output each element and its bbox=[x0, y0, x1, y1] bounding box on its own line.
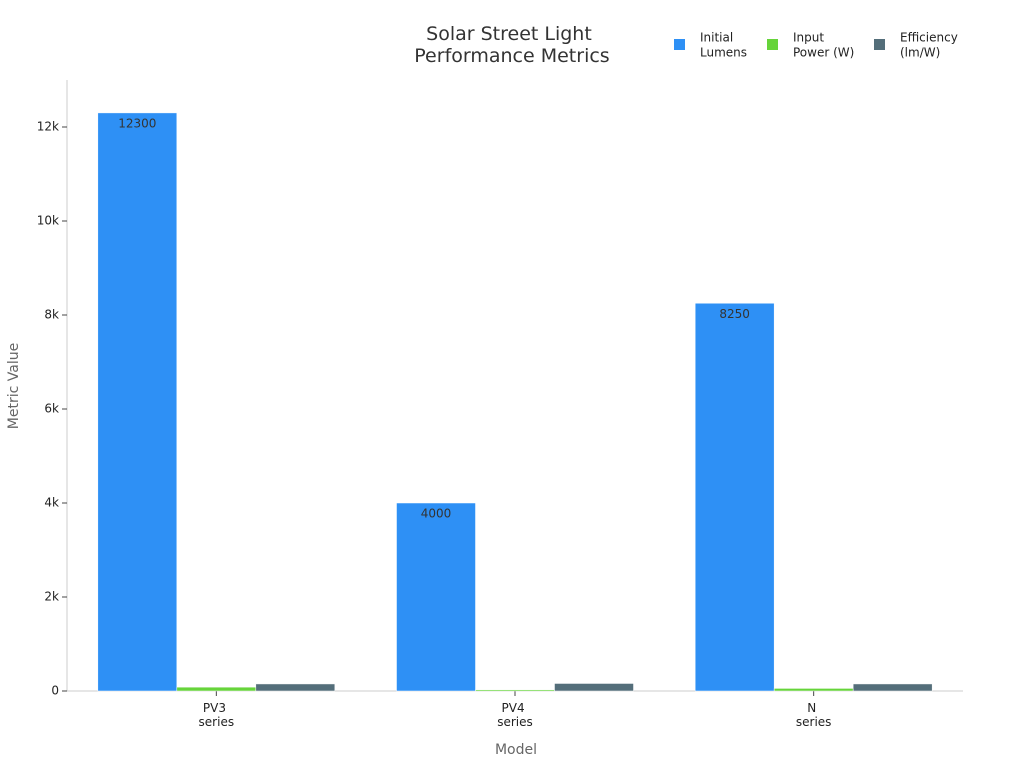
bar bbox=[97, 112, 178, 692]
legend-label: Initial Lumens bbox=[700, 30, 747, 59]
x-axis-title: Model bbox=[495, 742, 537, 758]
y-tick-label: 8k bbox=[44, 308, 59, 322]
chart-title: Solar Street Light Performance Metrics bbox=[414, 23, 609, 67]
bar bbox=[554, 683, 634, 692]
x-tick-label: N series bbox=[796, 701, 832, 729]
bar bbox=[694, 303, 775, 692]
y-tick-label: 12k bbox=[37, 120, 59, 134]
legend-swatch bbox=[874, 39, 885, 50]
y-axis-title: Metric Value bbox=[6, 343, 22, 429]
value-label: 4000 bbox=[421, 507, 452, 521]
x-tick-label: PV3 series bbox=[199, 701, 235, 729]
value-label: 12300 bbox=[118, 116, 156, 130]
y-tick-label: 6k bbox=[44, 402, 59, 416]
bar bbox=[255, 683, 336, 692]
y-tick-label: 10k bbox=[37, 214, 59, 228]
bar bbox=[773, 688, 854, 692]
bar bbox=[475, 689, 555, 692]
x-tick-label: PV4 series bbox=[497, 701, 533, 729]
value-label: 8250 bbox=[719, 307, 750, 321]
legend-swatch bbox=[767, 39, 778, 50]
legend-label: Input Power (W) bbox=[793, 30, 854, 59]
bar bbox=[852, 683, 933, 692]
bar bbox=[396, 502, 476, 692]
y-tick-label: 0 bbox=[51, 684, 59, 698]
y-tick-label: 4k bbox=[44, 496, 59, 510]
bar bbox=[176, 686, 257, 692]
y-tick-label: 2k bbox=[44, 590, 59, 604]
legend-swatch bbox=[674, 39, 685, 50]
legend-label: Efficiency (lm/W) bbox=[900, 30, 962, 59]
